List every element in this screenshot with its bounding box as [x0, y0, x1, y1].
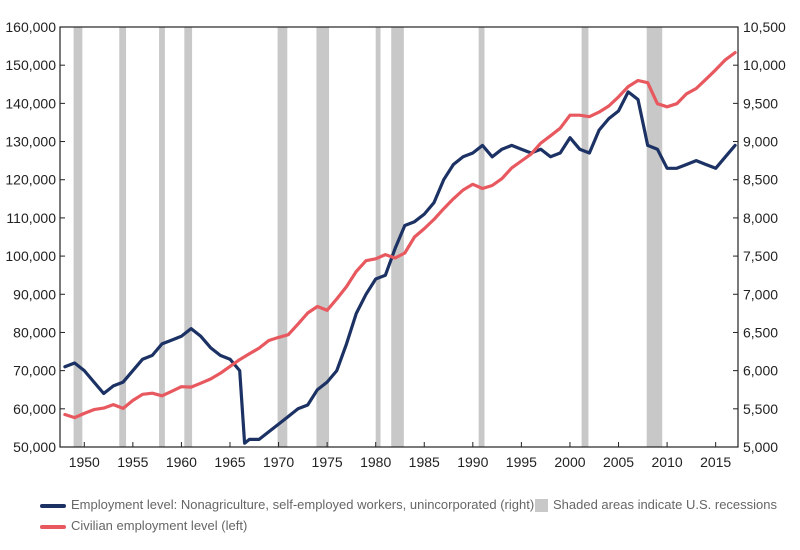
legend-swatch-civilian [40, 524, 66, 529]
left-tick-label: 80,000 [13, 324, 56, 340]
x-tick-label: 2015 [700, 454, 731, 470]
right-tick-label: 9,500 [743, 95, 778, 111]
recession-band-10 [646, 27, 663, 447]
x-tick-label: 1950 [69, 454, 100, 470]
left-tick-label: 150,000 [5, 57, 56, 73]
x-tick-label: 1985 [409, 454, 440, 470]
x-tick-label: 1960 [166, 454, 197, 470]
right-tick-label: 7,000 [743, 286, 778, 302]
right-tick-label: 7,500 [743, 248, 778, 264]
x-tick-label: 2010 [652, 454, 683, 470]
x-tick-label: 1965 [214, 454, 245, 470]
left-tick-label: 140,000 [5, 95, 56, 111]
legend-item-recessions: Shaded areas indicate U.S. recessions [535, 497, 778, 513]
recession-band-9 [581, 27, 589, 447]
right-tick-label: 5,000 [743, 439, 778, 455]
plot-border [59, 26, 739, 448]
legend-label-self-employed: Employment level: Nonagriculture, self-e… [71, 497, 535, 512]
recession-band-2 [159, 27, 165, 447]
legend-swatch-self-employed [40, 503, 66, 508]
legend-item-civilian: Civilian employment level (left) [40, 518, 247, 533]
right-tick-label: 9,000 [743, 134, 778, 150]
legend-swatch-recessions [535, 499, 548, 513]
recession-bands [73, 27, 663, 447]
x-tick-label: 1955 [117, 454, 148, 470]
x-tick-label: 1970 [263, 454, 294, 470]
series-line-0 [63, 90, 737, 445]
right-tick-label: 6,000 [743, 363, 778, 379]
x-axis-ticks: 1950 1955 1960 1965 1970 1975 1980 1985 1990 1995… [69, 442, 731, 470]
x-tick-label: 1995 [506, 454, 537, 470]
right-tick-label: 6,500 [743, 324, 778, 340]
x-tick-label: 2000 [554, 454, 585, 470]
right-tick-label: 8,000 [743, 210, 778, 226]
series-line-1 [63, 51, 737, 420]
right-tick-label: 10,000 [743, 57, 786, 73]
recession-band-3 [184, 27, 193, 447]
legend-label-recessions: Shaded areas indicate U.S. recessions [553, 497, 778, 512]
right-axis-ticks: 5,000 5,500 6,000 6,500 7,000 7,500 8,000 8,500… [733, 19, 786, 455]
left-tick-label: 130,000 [5, 134, 56, 150]
right-tick-label: 8,500 [743, 172, 778, 188]
legend-label-civilian: Civilian employment level (left) [71, 518, 248, 533]
x-tick-label: 1975 [312, 454, 343, 470]
recession-band-1 [119, 27, 127, 447]
left-tick-label: 120,000 [5, 172, 56, 188]
recession-band-0 [73, 27, 83, 447]
plot-frame [59, 26, 739, 448]
left-axis-ticks: 50,000 60,000 70,000 80,000 90,000 100,000 110… [5, 19, 65, 455]
recession-band-6 [375, 27, 381, 447]
x-tick-label: 2005 [603, 454, 634, 470]
legend-item-self-employed: Employment level: Nonagriculture, self-e… [40, 497, 534, 512]
left-tick-label: 90,000 [13, 286, 56, 302]
recession-band-7 [391, 27, 404, 447]
recession-band-5 [316, 27, 330, 447]
x-tick-label: 1990 [457, 454, 488, 470]
recession-band-8 [478, 27, 485, 447]
right-tick-label: 5,500 [743, 401, 778, 417]
recession-band-4 [277, 27, 288, 447]
left-tick-label: 60,000 [13, 401, 56, 417]
series-lines [63, 51, 737, 445]
left-tick-label: 70,000 [13, 363, 56, 379]
left-tick-label: 110,000 [6, 210, 56, 226]
left-tick-label: 100,000 [5, 248, 56, 264]
left-tick-label: 160,000 [5, 19, 56, 35]
right-tick-label: 10,500 [743, 19, 786, 35]
left-tick-label: 50,000 [13, 439, 56, 455]
x-tick-label: 1980 [360, 454, 391, 470]
